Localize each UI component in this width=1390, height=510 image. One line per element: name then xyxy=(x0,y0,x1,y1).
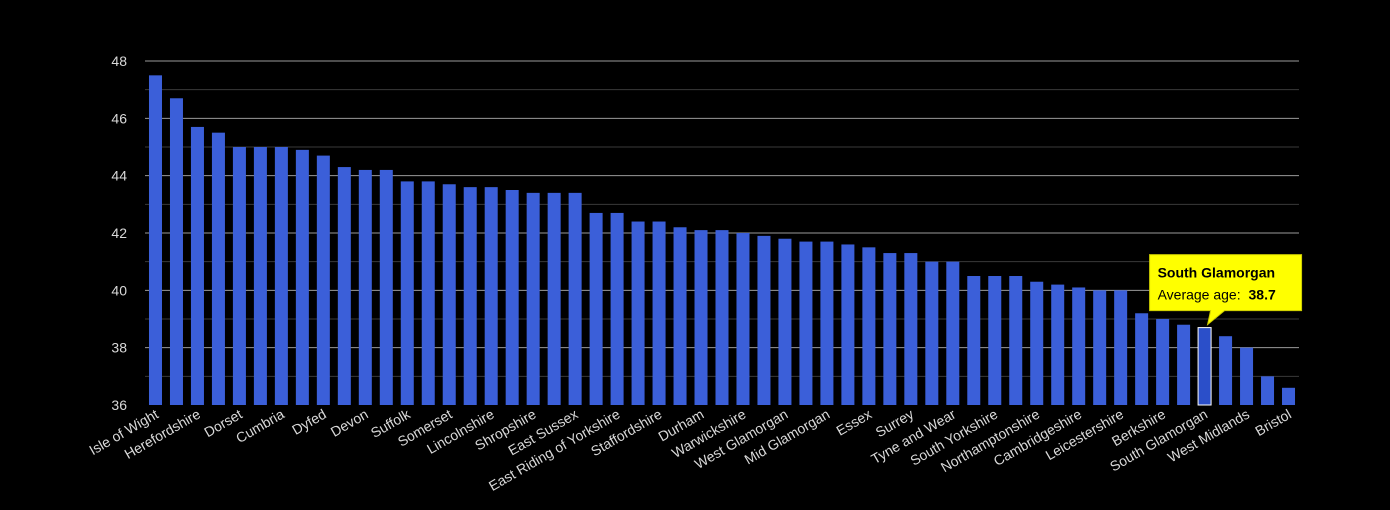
bar[interactable] xyxy=(547,192,561,405)
tooltip: South Glamorgan Average age: 38.7 xyxy=(1149,254,1303,326)
bar[interactable] xyxy=(253,147,267,405)
bar[interactable] xyxy=(1135,313,1149,405)
bar[interactable] xyxy=(862,247,876,405)
bar[interactable] xyxy=(568,192,582,405)
bar[interactable] xyxy=(337,167,351,405)
bar[interactable] xyxy=(967,276,981,405)
bar[interactable] xyxy=(1219,336,1233,405)
bar[interactable] xyxy=(316,155,330,405)
bars xyxy=(148,75,1296,406)
bar[interactable] xyxy=(505,190,519,405)
bar[interactable] xyxy=(526,192,540,405)
bar[interactable] xyxy=(736,233,750,405)
bar[interactable] xyxy=(421,181,435,405)
x-tick-label: Dyfed xyxy=(289,406,329,438)
bar[interactable] xyxy=(1072,287,1086,405)
x-tick-label: Bristol xyxy=(1252,406,1294,439)
bar[interactable] xyxy=(820,241,834,405)
y-axis: 36 38 40 42 44 46 48 xyxy=(111,53,127,413)
bar[interactable] xyxy=(946,261,960,405)
bar[interactable] xyxy=(988,276,1002,405)
bar[interactable] xyxy=(148,75,162,405)
tooltip-label-text: Average age: xyxy=(1158,287,1241,303)
bar[interactable] xyxy=(757,235,771,405)
bar[interactable] xyxy=(1093,290,1107,405)
bar[interactable] xyxy=(841,244,855,405)
bar[interactable] xyxy=(463,187,477,405)
bar[interactable] xyxy=(631,221,645,405)
bar[interactable] xyxy=(799,241,813,405)
x-tick-label: Essex xyxy=(833,406,874,439)
bar[interactable] xyxy=(652,221,666,405)
bar[interactable] xyxy=(1261,376,1275,405)
bar[interactable] xyxy=(1197,327,1212,406)
x-tick-label: Cumbria xyxy=(233,406,287,446)
bar[interactable] xyxy=(442,184,456,405)
bar[interactable] xyxy=(190,126,204,405)
y-tick-label: 48 xyxy=(111,53,127,69)
bar[interactable] xyxy=(694,230,708,405)
bar[interactable] xyxy=(904,253,918,405)
y-tick-label: 42 xyxy=(111,225,127,241)
y-tick-label: 36 xyxy=(111,397,127,413)
bar[interactable] xyxy=(1009,276,1023,405)
bar[interactable] xyxy=(715,230,729,405)
tooltip-label: Average age: 38.7 xyxy=(1158,287,1276,303)
x-tick-label: Devon xyxy=(328,406,371,440)
bar[interactable] xyxy=(274,147,288,405)
y-tick-label: 46 xyxy=(111,110,127,126)
bar[interactable] xyxy=(589,212,603,405)
y-tick-label: 38 xyxy=(111,340,127,356)
bar[interactable] xyxy=(295,149,309,405)
bar[interactable] xyxy=(925,261,939,405)
bar[interactable] xyxy=(673,227,687,405)
bar[interactable] xyxy=(169,98,183,406)
bar[interactable] xyxy=(400,181,414,405)
bar[interactable] xyxy=(778,238,792,405)
tooltip-title: South Glamorgan xyxy=(1158,265,1275,281)
bar[interactable] xyxy=(1156,319,1170,405)
bar[interactable] xyxy=(610,212,624,405)
bar[interactable] xyxy=(379,169,393,405)
bar[interactable] xyxy=(358,169,372,405)
bar[interactable] xyxy=(1282,387,1296,405)
bar[interactable] xyxy=(1114,290,1128,405)
bar[interactable] xyxy=(1030,281,1044,405)
bar[interactable] xyxy=(1051,284,1065,405)
bar[interactable] xyxy=(1177,324,1191,405)
bar[interactable] xyxy=(883,253,897,405)
bar[interactable] xyxy=(211,132,225,405)
tooltip-background xyxy=(1149,254,1303,326)
bar[interactable] xyxy=(232,147,246,405)
bar[interactable] xyxy=(484,187,498,405)
bar[interactable] xyxy=(1240,347,1254,405)
y-tick-label: 40 xyxy=(111,282,127,298)
tooltip-value: 38.7 xyxy=(1249,287,1276,303)
y-tick-label: 44 xyxy=(111,168,127,184)
